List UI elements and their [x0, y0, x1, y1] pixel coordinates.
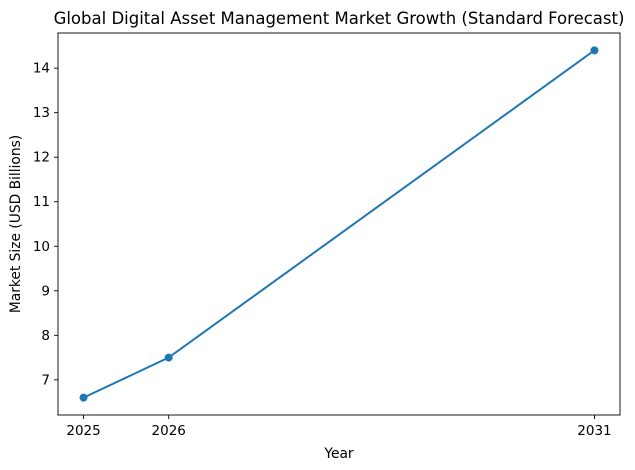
plot-area	[57, 32, 621, 416]
data-point-marker	[164, 353, 173, 362]
y-tick-label: 10	[33, 239, 50, 255]
series-line	[82, 49, 596, 399]
data-series	[79, 46, 599, 402]
chart-title: Global Digital Asset Management Market G…	[54, 9, 625, 28]
y-tick-label: 14	[33, 61, 50, 77]
y-tick-label: 8	[41, 328, 50, 344]
x-axis-label: Year	[323, 446, 354, 462]
y-tick-label: 7	[41, 372, 50, 388]
y-tick-label: 9	[41, 283, 50, 299]
y-axis-label: Market Size (USD Billions)	[8, 135, 24, 313]
axis-ticks: 2025 2026 2031 7 8 9 10 11 12 13 14	[33, 61, 612, 439]
x-tick-label: 2031	[577, 423, 611, 439]
y-tick-label: 13	[33, 105, 50, 121]
y-tick-label: 12	[33, 150, 50, 166]
x-tick-label: 2025	[66, 423, 100, 439]
data-point-marker	[590, 46, 599, 55]
y-tick-label: 11	[33, 194, 50, 210]
data-point-marker	[79, 393, 88, 402]
x-tick-label: 2026	[152, 423, 186, 439]
